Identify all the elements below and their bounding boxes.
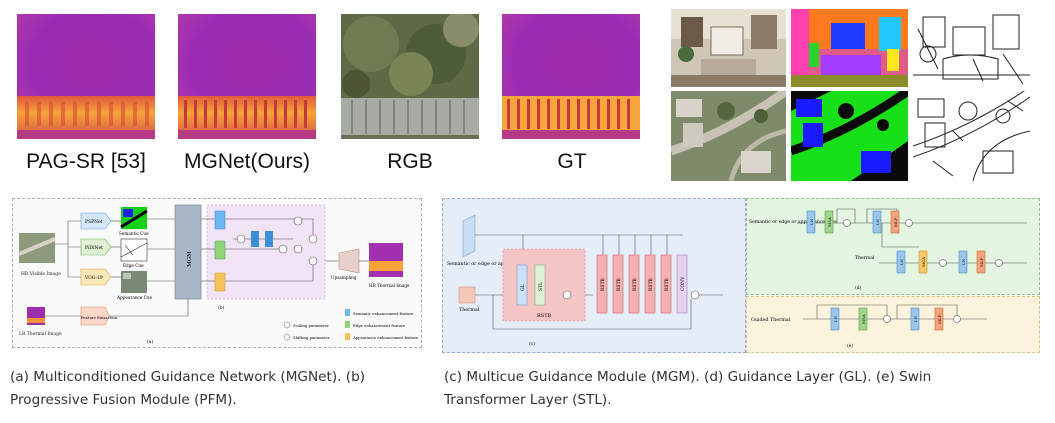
pagsr-label: PAG-SR [53] [26,150,146,173]
rstb-region-label: RSTB [537,313,552,319]
mgnet-diagram-panel: HR Visible Image LR Thermal Image PSPNet… [12,198,422,348]
gl-tag: (d) [855,284,862,291]
rstb-block [596,254,608,314]
indoor-rgb-image [671,9,786,87]
gl-thermal-label: Thermal [855,255,875,261]
caption-left: (a) Multiconditioned Guidance Network (M… [10,369,365,408]
cues-label: Semantic or edge or appearance cues [447,261,540,267]
stl-ln-block [910,307,920,331]
gl-block [516,264,528,306]
gl-ln-block [896,250,906,274]
stl-ln-label: LN [833,315,838,322]
rstb-block [660,254,672,314]
gl-mlp-block [890,210,900,234]
rstb-label: RSTB [632,278,638,291]
stl-guided-label: Guided Thermal [751,317,791,323]
conv-block [676,254,688,314]
pspnet-label: PSPNet [85,219,103,225]
rgb-image [341,14,479,139]
hr-visible-label: HR Visible Image [21,271,61,277]
thermal-label: Thermal [459,307,480,313]
gl-ln-block [958,250,968,274]
stl-block [534,264,546,306]
stl-ln-block [830,307,840,331]
rstb-label: RSTB [600,278,606,291]
gt-image [502,14,640,139]
hr-thermal-thumbnail [369,243,403,277]
aerial-edge-image [912,86,1031,182]
stl-diagram-panel: Guided Thermal LN MSA LN MLP (e) [746,296,1040,353]
gl-msa-block [824,210,834,234]
rstb-label: RSTB [648,278,654,291]
mgnet-tag: (a) [147,338,153,345]
mgm-tag: (c) [529,340,535,347]
legend-semantic-label: Semantic enhancement feature [353,311,414,316]
hr-thermal-label: HR Thermal Image [369,283,410,288]
mgm-diagram-panel: Semantic or edge or appearance cues Ther… [442,198,746,353]
upsampling-label: Upsampling [331,275,357,280]
gl-label: GL [520,284,526,291]
stl-mlp-block [934,307,944,331]
gl-ln-label: LN [875,218,880,225]
rstb-block [628,254,640,314]
pfm-tag: (b) [218,304,225,311]
rstb-label: RSTB [664,278,670,291]
gl-ln-label: LN [961,258,966,265]
stl-msa-block [858,307,868,331]
gl-mlp-block [976,250,986,274]
gl-cues-label: Semantic or edge or appearance cues [749,219,838,225]
rstb-block [644,254,656,314]
rstb-label: RSTB [616,278,622,291]
gl-mca-label: MCA [921,257,926,267]
gl-diagram-panel: Semantic or edge or appearance cues Ther… [746,198,1040,295]
pfm-region [206,204,326,300]
appearance-feature-stack [214,272,226,292]
edge-cue-label: Edge Cue [123,263,144,268]
gl-mlp-label: MLP [979,257,984,267]
semantic-feature-stack [214,210,226,230]
gl-mlp-label: MLP [893,217,898,227]
legend-appearance-label: Appearance enhancement feature [352,335,419,340]
stl-mlp-label: MLP [937,314,942,324]
appearance-cue-label: Appearance Cue [116,295,153,300]
legend-edge-label: Edge enhancement feature [353,323,406,328]
lr-thermal-label: LR Thermal Image [19,331,62,337]
edge-feature-stack [214,240,226,260]
gl-ln-label: LN [809,218,814,225]
indoor-edge-image [913,9,1030,87]
gl-mca-block [918,250,928,274]
stl-tag: (e) [847,342,853,349]
mgm-block [174,204,202,300]
stl-msa-label: MSA [861,314,866,324]
feature-extraction-label: Feature Extraction [81,315,118,320]
stl-label: STL [538,282,544,291]
indoor-segmentation-image [791,9,908,87]
gt-label: GT [557,150,587,173]
aerial-rgb-image [669,87,789,182]
pagsr-result-image [17,14,155,139]
legend-shifting-label: Shifting parameter [293,335,330,340]
gl-ln-block [872,210,882,234]
rstb-block [612,254,624,314]
gl-msa-label: MSA [827,217,832,227]
conv-label: CONV [680,276,686,291]
gl-ln-block [806,210,816,234]
gl-ln-label: LN [899,258,904,265]
caption-right: (c) Multicue Guidance Module (MGM). (d) … [444,369,932,408]
mgm-label: MGM [187,251,193,267]
legend-scaling-label: Scaling parameter [293,323,329,328]
aerial-segmentation-image [789,87,911,181]
rgb-label: RGB [387,150,433,173]
vgg-label: VGG-19 [84,275,103,281]
mgnet-label: MGNet(Ours) [184,150,310,173]
pidinet-label: PiDiNet [85,245,103,251]
stl-ln-label: LN [913,315,918,322]
mgnet-result-image [178,14,316,139]
semantic-cue-label: Semantic Cue [119,231,149,236]
